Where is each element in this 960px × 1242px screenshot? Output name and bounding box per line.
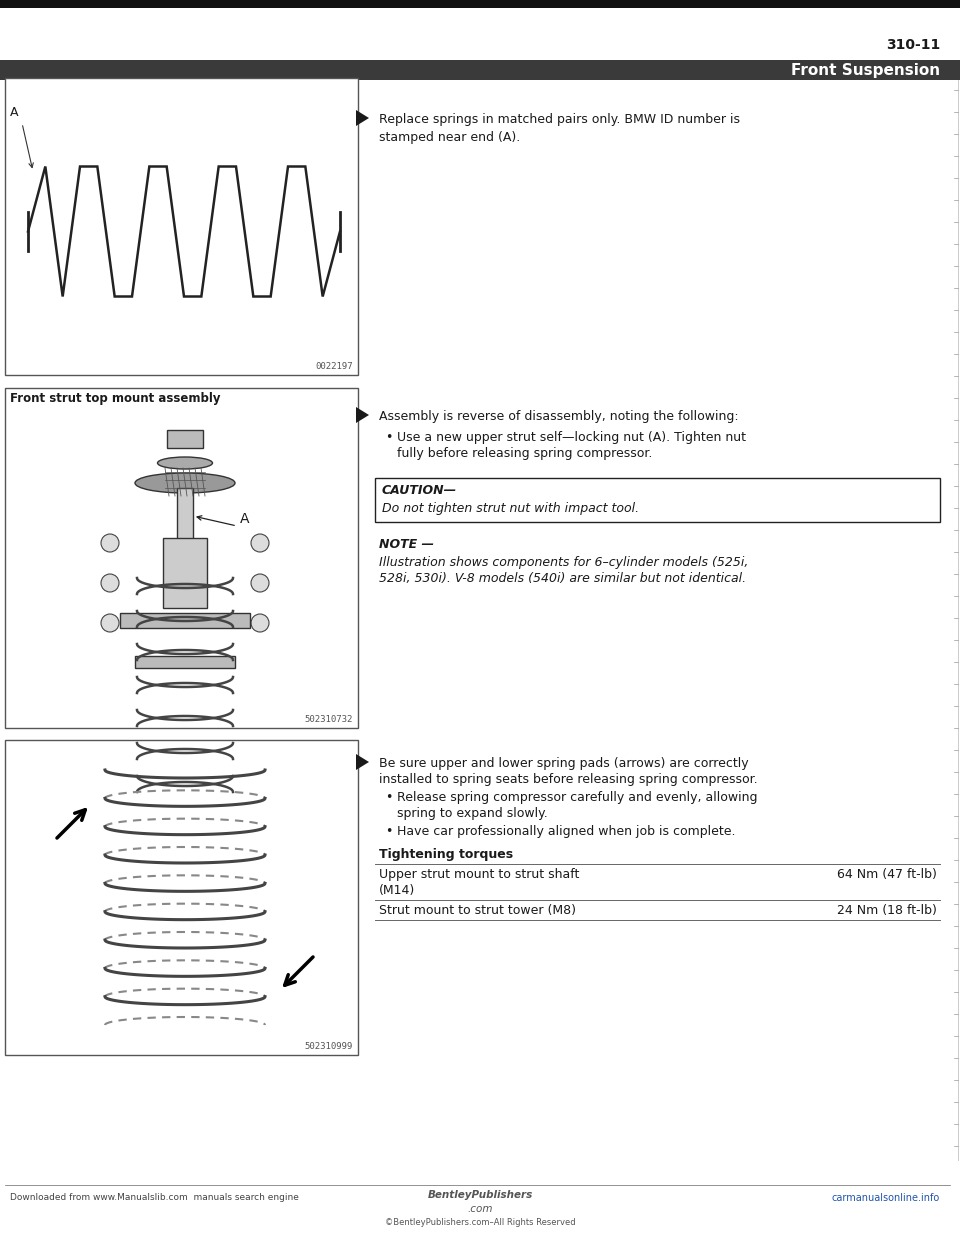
Text: 502310999: 502310999 xyxy=(304,1042,353,1051)
Text: Front strut top mount assembly: Front strut top mount assembly xyxy=(10,392,221,405)
Text: Release spring compressor carefully and evenly, allowing: Release spring compressor carefully and … xyxy=(397,791,757,804)
Bar xyxy=(167,430,203,448)
Text: BentleyPublishers: BentleyPublishers xyxy=(427,1190,533,1200)
Polygon shape xyxy=(356,111,369,125)
Text: stamped near end (A).: stamped near end (A). xyxy=(379,130,520,144)
Text: 64 Nm (47 ft-lb): 64 Nm (47 ft-lb) xyxy=(837,868,937,881)
Text: fully before releasing spring compressor.: fully before releasing spring compressor… xyxy=(397,447,653,460)
Circle shape xyxy=(251,574,269,592)
Text: Tightening torques: Tightening torques xyxy=(379,848,514,861)
Text: spring to expand slowly.: spring to expand slowly. xyxy=(397,807,548,820)
Text: (M14): (M14) xyxy=(379,884,416,897)
Text: 0022197: 0022197 xyxy=(316,361,353,371)
Text: Downloaded from www.Manualslib.com  manuals search engine: Downloaded from www.Manualslib.com manua… xyxy=(10,1194,299,1202)
Text: Assembly is reverse of disassembly, noting the following:: Assembly is reverse of disassembly, noti… xyxy=(379,410,738,424)
Circle shape xyxy=(101,614,119,632)
Text: 310-11: 310-11 xyxy=(886,39,940,52)
Bar xyxy=(135,656,235,668)
Text: Illustration shows components for 6–cylinder models (525i,: Illustration shows components for 6–cyli… xyxy=(379,556,749,569)
Text: 502310732: 502310732 xyxy=(304,715,353,724)
Bar xyxy=(120,614,250,628)
Bar xyxy=(5,78,358,375)
Bar xyxy=(375,478,940,522)
Circle shape xyxy=(101,534,119,551)
Polygon shape xyxy=(356,407,369,424)
Text: Front Suspension: Front Suspension xyxy=(791,62,940,77)
Bar xyxy=(177,488,193,568)
Text: A: A xyxy=(240,512,250,527)
Bar xyxy=(5,740,358,1054)
Text: NOTE —: NOTE — xyxy=(379,538,434,551)
Text: 24 Nm (18 ft-lb): 24 Nm (18 ft-lb) xyxy=(837,904,937,917)
Bar xyxy=(0,60,960,79)
Circle shape xyxy=(251,614,269,632)
Text: Have car professionally aligned when job is complete.: Have car professionally aligned when job… xyxy=(397,825,735,838)
Text: Be sure upper and lower spring pads (arrows) are correctly: Be sure upper and lower spring pads (arr… xyxy=(379,758,749,770)
Text: A: A xyxy=(10,106,18,119)
Circle shape xyxy=(101,574,119,592)
Text: •: • xyxy=(385,825,393,838)
Text: carmanualsonline.info: carmanualsonline.info xyxy=(831,1194,940,1203)
Text: 528i, 530i). V-8 models (540i) are similar but not identical.: 528i, 530i). V-8 models (540i) are simil… xyxy=(379,573,746,585)
Text: •: • xyxy=(385,791,393,804)
Text: Use a new upper strut self—locking nut (A). Tighten nut: Use a new upper strut self—locking nut (… xyxy=(397,431,746,443)
Bar xyxy=(5,388,358,728)
Text: installed to spring seats before releasing spring compressor.: installed to spring seats before releasi… xyxy=(379,773,757,786)
Bar xyxy=(163,538,207,609)
Text: ©BentleyPublishers.com–All Rights Reserved: ©BentleyPublishers.com–All Rights Reserv… xyxy=(385,1218,575,1227)
Text: Upper strut mount to strut shaft: Upper strut mount to strut shaft xyxy=(379,868,580,881)
Polygon shape xyxy=(356,754,369,770)
Circle shape xyxy=(251,534,269,551)
Text: .com: .com xyxy=(468,1203,492,1213)
Ellipse shape xyxy=(157,457,212,469)
Text: Replace springs in matched pairs only. BMW ID number is: Replace springs in matched pairs only. B… xyxy=(379,113,740,125)
Ellipse shape xyxy=(135,473,235,493)
Text: Do not tighten strut nut with impact tool.: Do not tighten strut nut with impact too… xyxy=(382,502,639,515)
Text: CAUTION—: CAUTION— xyxy=(382,484,457,497)
Bar xyxy=(0,0,960,7)
Text: Strut mount to strut tower (M8): Strut mount to strut tower (M8) xyxy=(379,904,576,917)
Text: •: • xyxy=(385,431,393,443)
